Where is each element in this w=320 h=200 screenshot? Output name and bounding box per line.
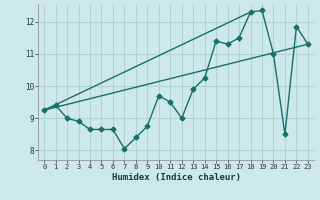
X-axis label: Humidex (Indice chaleur): Humidex (Indice chaleur)	[111, 173, 241, 182]
